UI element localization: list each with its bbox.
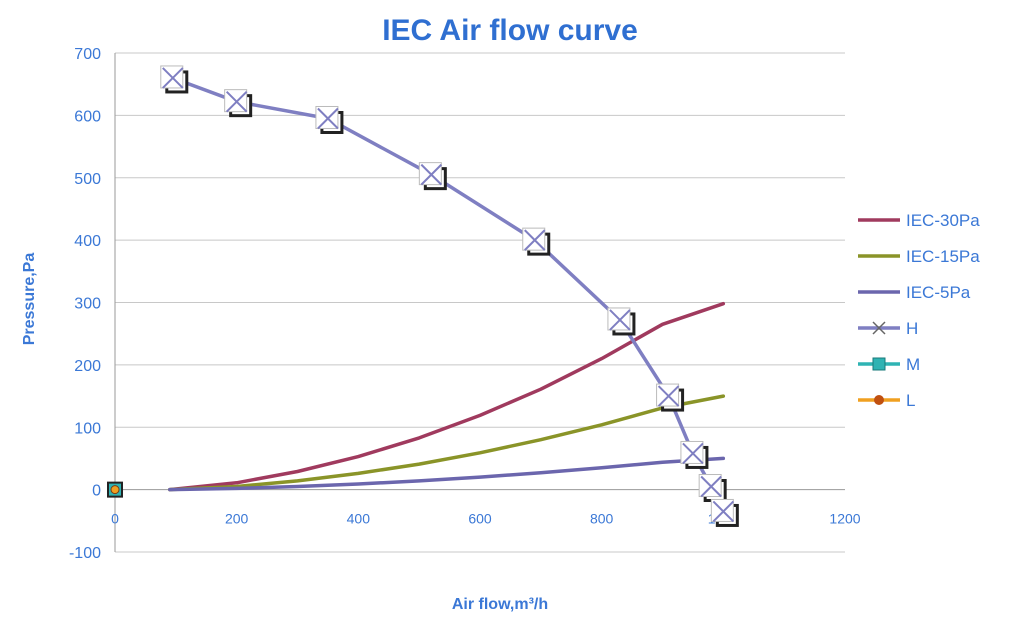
data-point-H <box>225 90 248 113</box>
data-point-H <box>317 107 339 130</box>
x-tick-label: 600 <box>468 511 492 527</box>
legend-label-IEC-15Pa: IEC-15Pa <box>906 247 980 266</box>
x-tick-label: 800 <box>590 511 614 527</box>
series-line-IEC-15Pa <box>168 394 726 492</box>
y-tick-label: 200 <box>74 358 101 375</box>
y-tick-label: 700 <box>74 46 101 63</box>
x-tick-label: 200 <box>225 511 249 527</box>
x-tick-label: 1200 <box>829 511 860 527</box>
y-tick-label: 0 <box>92 483 101 500</box>
x-tick-label: 0 <box>111 511 119 527</box>
y-tick-label: 600 <box>74 108 101 125</box>
data-point-H <box>609 309 631 331</box>
gridlines <box>115 52 845 553</box>
data-point-H <box>657 385 680 407</box>
series-line-H <box>171 76 726 514</box>
y-tick-label: 400 <box>74 233 101 250</box>
data-point-H <box>524 229 546 251</box>
legend-label-M: M <box>906 355 920 374</box>
data-point-H <box>700 475 722 498</box>
legend-marker-L <box>874 395 884 405</box>
series-line-IEC-5Pa <box>168 456 726 492</box>
chart-title: IEC Air flow curve <box>382 14 638 47</box>
legend: IEC-30Pa IEC-15Pa IEC-5Pa HML <box>858 211 980 410</box>
data-point-H <box>712 500 735 523</box>
legend-marker-M <box>872 357 886 371</box>
y-tick-label: 300 <box>74 296 101 313</box>
data-point-H <box>162 67 184 89</box>
data-point-H <box>420 163 443 186</box>
y-tick-label: 500 <box>74 171 101 188</box>
legend-marker-H <box>872 321 886 335</box>
y-tick-label: 100 <box>74 420 101 437</box>
series-line-IEC-30Pa <box>168 301 726 492</box>
legend-label-IEC-5Pa: IEC-5Pa <box>906 283 971 302</box>
axes: -100 0 100 200 300 400 500 600 700 0 200 400 600 800 1… <box>69 46 861 562</box>
y-tick-label: -100 <box>69 545 101 562</box>
x-tick-label: 400 <box>347 511 371 527</box>
legend-label-IEC-30Pa: IEC-30Pa <box>906 211 980 230</box>
x-axis-label: Air flow,m³/h <box>451 596 549 613</box>
series-group <box>107 65 739 527</box>
data-point-H <box>682 442 704 465</box>
data-point-L <box>110 485 120 495</box>
legend-label-H: H <box>906 319 918 338</box>
legend-label-L: L <box>906 391 915 410</box>
